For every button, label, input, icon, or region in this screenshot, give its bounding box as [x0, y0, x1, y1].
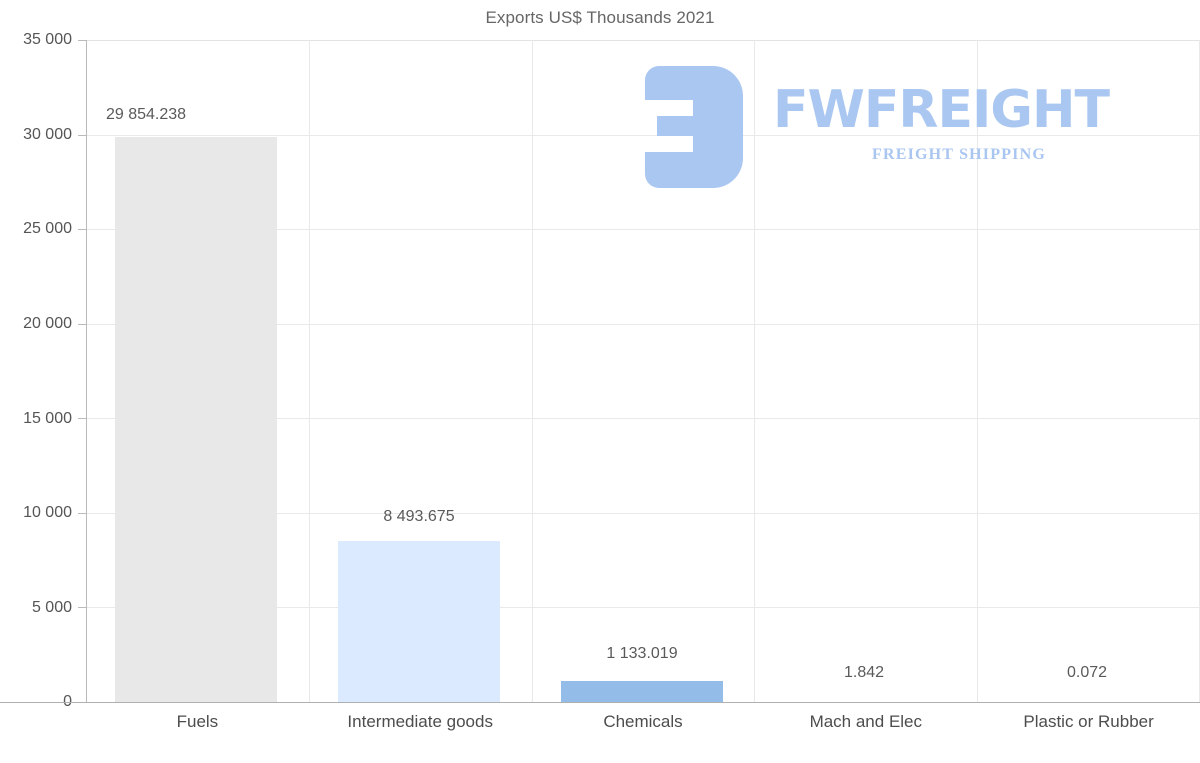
y-axis-line	[86, 40, 87, 703]
y-tick-mark	[78, 324, 86, 325]
bar-chemicals[interactable]	[560, 680, 723, 702]
bar-fuels[interactable]	[115, 137, 277, 702]
gridline-horizontal	[86, 607, 1200, 609]
gridline-vertical	[977, 40, 979, 702]
y-tick-label: 35 000	[23, 31, 72, 48]
y-tick-mark	[78, 418, 86, 419]
y-tick-label: 20 000	[23, 315, 72, 332]
y-tick-label: 30 000	[23, 126, 72, 143]
gridline-vertical	[308, 40, 310, 702]
gridline-vertical	[754, 40, 756, 702]
plot-area	[86, 40, 1200, 702]
x-tick-label-mach-and-elec: Mach and Elec	[809, 712, 923, 731]
x-tick-label-intermediate-goods: Intermediate goods	[347, 712, 493, 731]
gridline-horizontal	[86, 323, 1200, 325]
bar-value-label: 8 493.675	[383, 508, 455, 525]
bar-value-label: 1 133.019	[606, 645, 678, 662]
x-tick-label-fuels: Fuels	[176, 712, 219, 731]
bar-plastic-or-rubber[interactable]	[1006, 701, 1169, 702]
y-tick-label: 15 000	[23, 410, 72, 427]
x-tick-label-plastic-or-rubber: Plastic or Rubber	[1023, 712, 1154, 731]
bar-intermediate-goods[interactable]	[337, 541, 500, 702]
y-tick-mark	[78, 40, 86, 41]
y-tick-mark	[78, 607, 86, 608]
bar-value-label: 1.842	[843, 664, 885, 681]
bar-value-label: 29 854.238	[105, 106, 187, 123]
bar-value-label: 0.072	[1066, 664, 1108, 681]
gridline-horizontal	[86, 229, 1200, 231]
bar-mach-and-elec[interactable]	[783, 701, 946, 702]
gridline-horizontal	[86, 40, 1200, 41]
y-tick-mark	[78, 513, 86, 514]
y-tick-mark	[78, 135, 86, 136]
gridline-horizontal	[86, 134, 1200, 136]
y-tick-label: 10 000	[23, 504, 72, 521]
y-tick-label: 5 000	[31, 599, 72, 616]
gridline-horizontal	[86, 512, 1200, 514]
gridline-horizontal	[86, 418, 1200, 420]
gridline-vertical	[531, 40, 533, 702]
chart-title: Exports US$ Thousands 2021	[485, 8, 715, 27]
y-tick-label: 25 000	[23, 220, 72, 237]
x-axis-line	[0, 702, 1200, 703]
x-tick-label-chemicals: Chemicals	[603, 712, 683, 731]
y-tick-label: 0	[0, 693, 72, 711]
y-tick-mark	[78, 229, 86, 230]
